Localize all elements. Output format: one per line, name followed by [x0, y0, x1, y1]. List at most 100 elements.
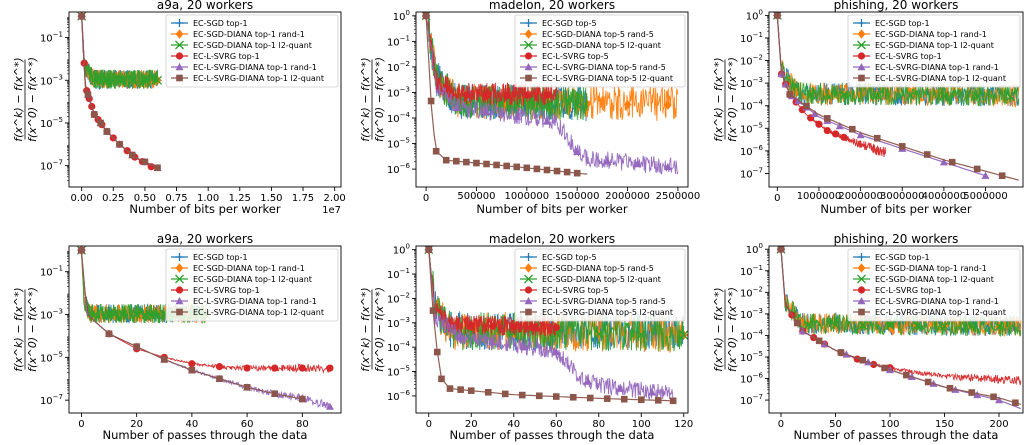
data-point — [446, 385, 454, 392]
data-point — [663, 162, 672, 171]
series-line — [80, 250, 331, 374]
y-tick-label: 10−2 — [387, 60, 410, 74]
data-point — [636, 330, 646, 340]
legend: EC-SGD top-5 EC-SGD-DIANA top-5 rand-5 EC-… — [514, 14, 686, 88]
data-point — [620, 395, 628, 403]
legend-marker — [175, 274, 184, 284]
x-tick-label: 500000 — [457, 191, 495, 202]
data-point — [839, 90, 849, 100]
x-tick-label: 5000000 — [963, 191, 1008, 202]
y-tick-label: 10−3 — [40, 308, 63, 322]
x-tick-label: 0 — [774, 193, 780, 204]
legend-entry: EC-L-SVRG top-1 — [193, 286, 260, 295]
data-point — [271, 364, 279, 372]
data-point — [981, 171, 990, 179]
x-tick-label: 200 — [989, 419, 1008, 430]
data-point — [503, 162, 510, 170]
data-point — [669, 397, 677, 405]
data-point — [97, 119, 104, 127]
y-tick-label: 10−4 — [387, 111, 411, 125]
data-point — [967, 321, 977, 331]
x-tick-label: 2.00 — [324, 193, 346, 204]
data-point — [803, 102, 810, 110]
data-point — [972, 91, 982, 101]
x-tick-label: 80 — [592, 419, 605, 430]
legend-entry: EC-SGD top-1 — [193, 253, 248, 262]
legend-entry: EC-L-SVRG-DIANA top-1 l2-quant — [875, 74, 1006, 83]
legend-marker — [524, 253, 533, 261]
data-point — [948, 158, 956, 166]
x-tick-label: 80 — [296, 419, 309, 430]
data-point — [995, 396, 1004, 404]
data-point — [467, 322, 475, 330]
chart-panel: madelon, 20 workers 0 20 40 60 80 100 120 10−6 10… — [359, 232, 693, 442]
x-tick-label: 0 — [778, 419, 784, 430]
data-point — [463, 158, 470, 166]
data-point — [78, 12, 85, 20]
data-point — [552, 393, 560, 400]
x-tick-label: 1.75 — [292, 193, 314, 204]
x-tick-label: 20 — [130, 419, 143, 430]
data-point — [603, 395, 611, 402]
x-axis-label: Number of bits per worker — [476, 202, 627, 216]
legend-marker — [175, 263, 184, 273]
data-point — [823, 126, 831, 135]
data-point — [973, 390, 982, 399]
y-tick-label: 10−4 — [387, 340, 411, 354]
data-point — [840, 133, 848, 141]
chart-title: phishing, 20 workers — [834, 0, 959, 12]
x-tick-label: 1500000 — [555, 191, 600, 202]
legend-entry: EC-SGD top-1 — [875, 19, 930, 28]
data-point — [535, 392, 543, 400]
plot-area — [76, 246, 334, 410]
data-point — [647, 388, 656, 396]
legend-marker — [175, 63, 184, 71]
legend-entry: EC-L-SVRG top-5 — [542, 286, 609, 295]
data-point — [586, 394, 594, 402]
data-point — [573, 147, 582, 155]
legend-marker — [857, 63, 866, 71]
x-tick-label: 1.00 — [197, 193, 219, 204]
data-point — [637, 396, 645, 404]
data-point — [438, 375, 445, 383]
data-point — [452, 103, 461, 112]
data-point — [523, 91, 531, 99]
y-tick-label: 10−2 — [740, 285, 763, 299]
legend-marker — [857, 19, 866, 27]
legend-entry: EC-L-SVRG-DIANA top-1 rand-1 — [875, 63, 999, 72]
legend-marker — [175, 29, 184, 39]
legend-entry: EC-SGD-DIANA top-1 l2-quant — [193, 275, 312, 284]
data-point — [91, 111, 98, 118]
data-point — [873, 134, 881, 142]
data-point — [810, 109, 819, 117]
data-point — [482, 91, 491, 99]
legend-marker — [524, 274, 533, 284]
x-multiplier: 1e7 — [322, 205, 341, 216]
data-point — [815, 337, 823, 345]
legend-entry: EC-SGD-DIANA top-1 rand-1 — [875, 30, 987, 39]
legend-marker — [525, 74, 532, 82]
x-tick-label: 60 — [241, 419, 254, 430]
y-tick-label: 10−1 — [40, 265, 63, 279]
data-point — [563, 168, 571, 176]
data-point — [832, 130, 840, 138]
data-point — [968, 389, 976, 396]
data-point — [837, 349, 845, 356]
legend-entry: EC-SGD top-5 — [542, 253, 597, 262]
data-point — [777, 246, 785, 253]
legend-entry: EC-L-SVRG-DIANA top-1 l2-quant — [875, 308, 1006, 317]
legend-box — [165, 248, 339, 322]
data-point — [552, 324, 560, 332]
legend-entry: EC-L-SVRG-DIANA top-5 l2-quant — [542, 308, 673, 317]
axes-frame — [768, 11, 1024, 188]
legend-entry: EC-SGD-DIANA top-1 rand-1 — [875, 264, 987, 273]
data-point — [990, 393, 997, 401]
legend-marker — [524, 29, 533, 39]
y-tick-label: 10−6 — [740, 372, 764, 386]
y-tick-label: 10−5 — [387, 137, 410, 151]
y-axis-label: f(x^k) − f(x^*) f(x^0) − f(x^*) — [12, 287, 39, 372]
y-tick-label: 10−7 — [40, 159, 63, 173]
data-point — [243, 384, 251, 391]
data-point — [543, 166, 551, 174]
